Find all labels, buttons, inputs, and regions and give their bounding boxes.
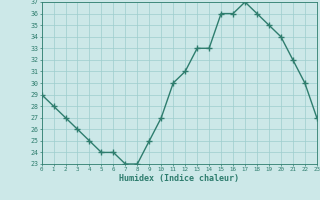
X-axis label: Humidex (Indice chaleur): Humidex (Indice chaleur) [119,174,239,183]
